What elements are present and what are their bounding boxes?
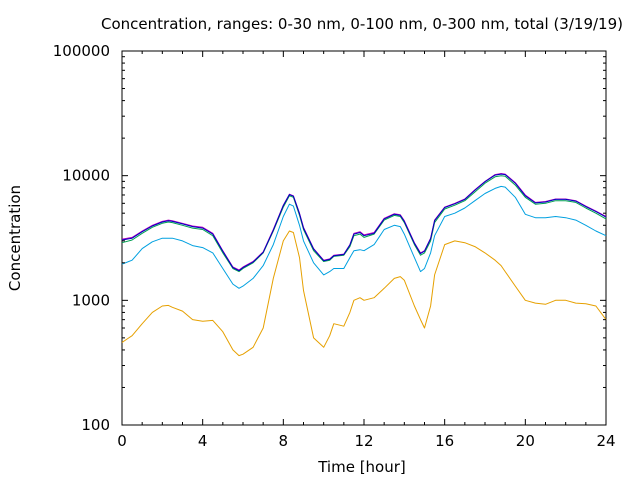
plot-frame	[121, 50, 607, 426]
x-tick-label: 0	[117, 432, 127, 450]
x-axis-label: Time [hour]	[317, 458, 406, 476]
x-tick-label: 16	[435, 432, 454, 450]
series-line-4	[121, 173, 607, 271]
y-tick-label: 10000	[62, 167, 110, 185]
y-tick-label: 1000	[72, 291, 110, 309]
y-tick-label: 100000	[53, 42, 110, 60]
x-tick-label: 4	[198, 432, 208, 450]
x-tick-label: 12	[354, 432, 373, 450]
x-tick-label: 24	[596, 432, 615, 450]
x-tick-label: 20	[516, 432, 535, 450]
y-axis-label: Concentration	[6, 185, 24, 291]
chart-title: Concentration, ranges: 0-30 nm, 0-100 nm…	[101, 15, 623, 33]
x-tick-label: 8	[279, 432, 289, 450]
y-tick-label: 100	[81, 416, 110, 434]
series-line-2	[121, 185, 607, 289]
x-axis: 0 4 8 12 16 20 24	[117, 51, 616, 450]
series-line-3	[121, 175, 607, 273]
series-line-1	[121, 230, 607, 357]
series-line-5	[121, 173, 607, 272]
y-axis: 100 1000 10000 100000	[53, 42, 606, 434]
series-group	[121, 173, 607, 357]
